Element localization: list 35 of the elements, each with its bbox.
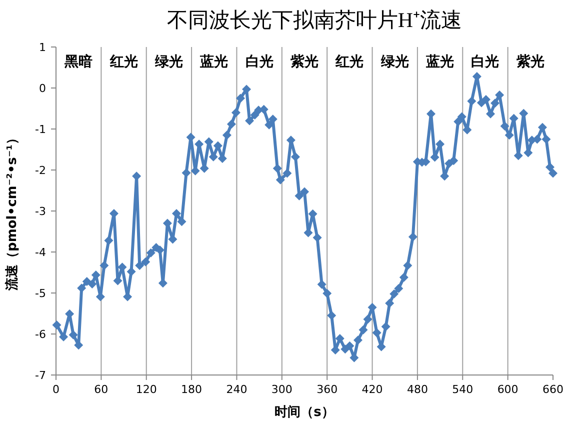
x-tick-label: 420	[362, 383, 383, 396]
annotation: 蓝光	[425, 54, 454, 70]
x-tick-label: 0	[52, 383, 60, 396]
x-tick-label: 360	[316, 383, 338, 396]
x-tick-label: 600	[497, 383, 518, 396]
annotation: 绿光	[154, 54, 183, 70]
y-tick-label: -5	[35, 287, 46, 300]
x-tick-label: 60	[94, 383, 108, 396]
annotation: 蓝光	[199, 54, 228, 70]
x-tick-label: 180	[181, 383, 202, 396]
x-tick-label: 300	[271, 383, 292, 396]
y-tick-label: 1	[39, 41, 46, 54]
y-tick-label: -2	[35, 164, 46, 177]
x-tick-label: 660	[542, 383, 564, 396]
annotation: 白光	[245, 54, 274, 70]
chart-title: 不同波长光下拟南芥叶片H⁺流速	[166, 8, 462, 32]
y-axis-title: 流速（pmol•cm⁻²•s⁻¹）	[4, 132, 20, 292]
y-tick-label: -4	[35, 246, 46, 259]
y-tick-label: -1	[35, 123, 46, 136]
y-tick-label: -7	[35, 369, 46, 382]
x-tick-label: 120	[136, 383, 157, 396]
annotation: 紫光	[515, 54, 544, 70]
annotation: 绿光	[380, 54, 409, 70]
annotation: 红光	[108, 54, 138, 70]
y-tick-label: 0	[39, 82, 46, 95]
y-tick-label: -6	[35, 328, 46, 341]
annotation: 黑暗	[64, 53, 93, 70]
x-tick-label: 480	[406, 383, 428, 396]
x-tick-label: 540	[452, 383, 474, 396]
x-axis-title: 时间（s）	[274, 405, 334, 420]
annotation: 紫光	[290, 54, 318, 70]
y-tick-label: -3	[35, 205, 46, 218]
annotation: 白光	[471, 54, 500, 70]
x-tick-label: 240	[226, 383, 248, 396]
annotation: 红光	[334, 54, 364, 70]
